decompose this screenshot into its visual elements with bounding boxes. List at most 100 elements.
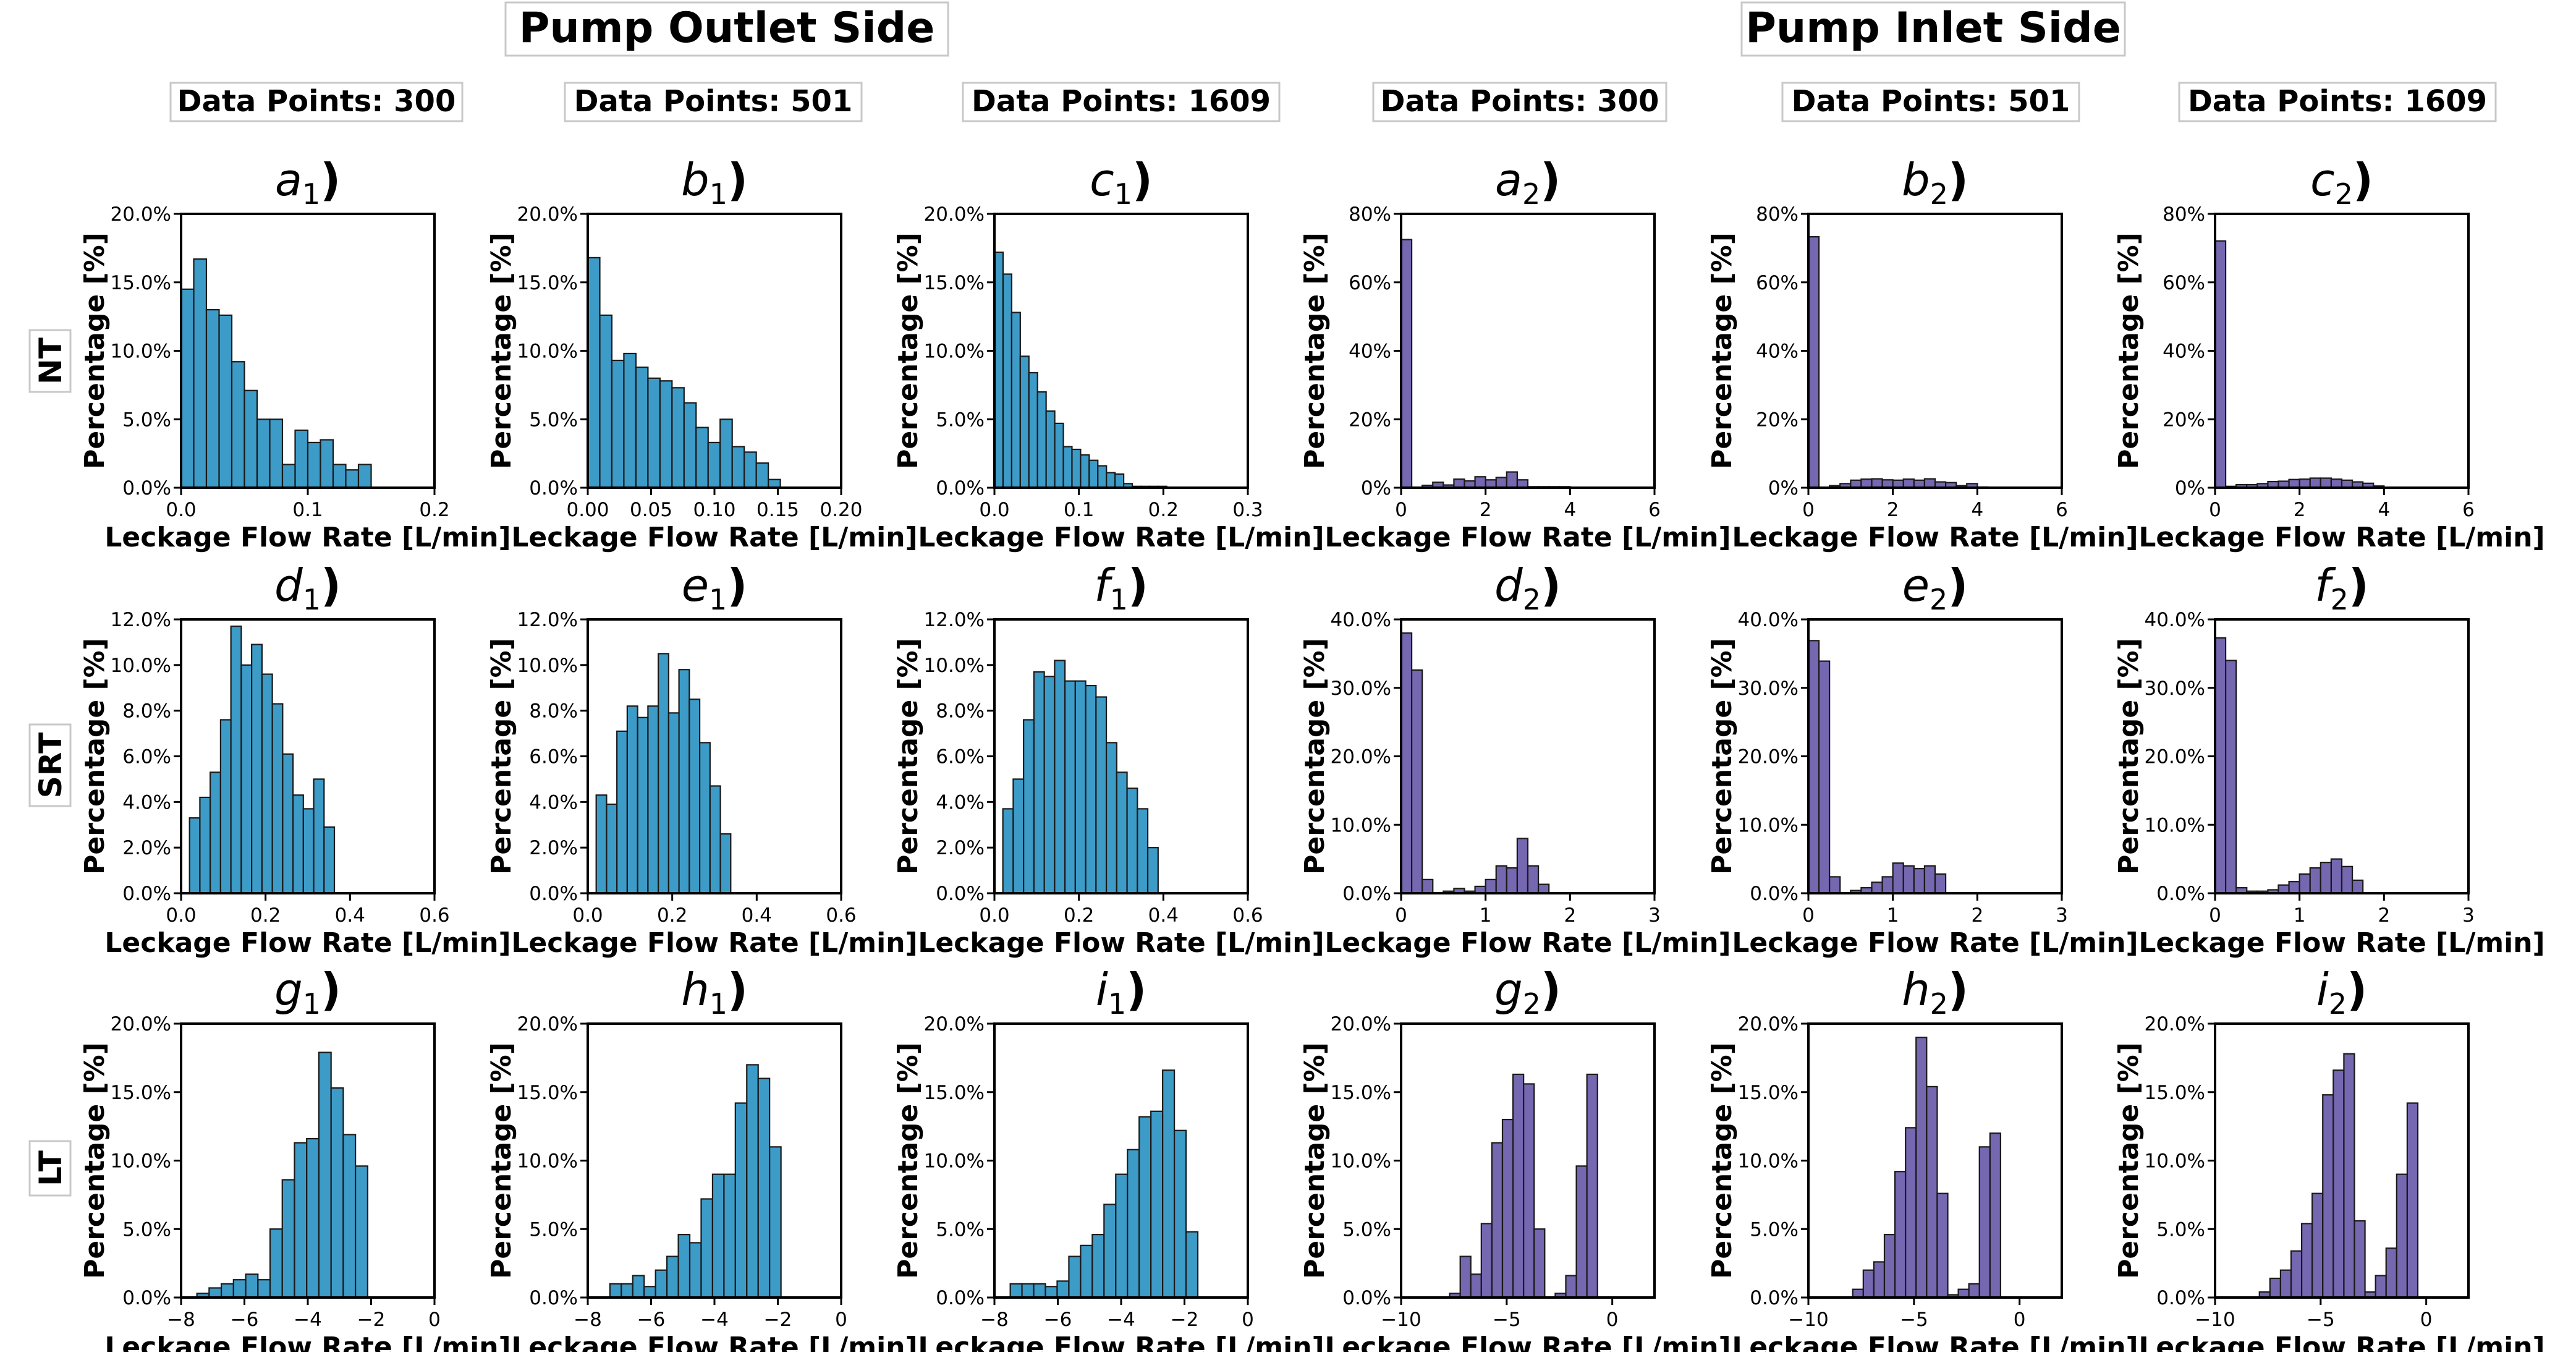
xtick-label-h2-1: −5 [1900, 1309, 1928, 1331]
bar-g1-9 [306, 1137, 320, 1299]
xtick-label-f1-2: 0.4 [1148, 904, 1179, 927]
bar-f2-13 [2351, 879, 2364, 894]
bar-e2-10 [1913, 868, 1926, 894]
ytick-label-c2-3: 60% [2163, 272, 2205, 294]
ytick-label-h1-4: 20.0% [517, 1013, 578, 1035]
xtick-label-d1-2: 0.4 [335, 904, 365, 927]
xtick-label-h2-0: −10 [1788, 1309, 1828, 1331]
bar-a1-9 [294, 429, 309, 489]
bar-f1-5 [1054, 660, 1066, 894]
bar-i1-9 [1115, 1173, 1129, 1299]
ytick-label-g2-1: 5.0% [1342, 1218, 1391, 1241]
column-header-1-text: Data Points: 300 [177, 84, 456, 119]
bar-f2-7 [2288, 881, 2300, 894]
bar-f2-0 [2214, 637, 2227, 894]
xtick-label-f2-1: 1 [2294, 904, 2306, 927]
xtick-label-e1-0: 0.0 [572, 904, 603, 927]
ytick-label-b1-2: 10.0% [517, 341, 578, 363]
xlabel-g1: Leckage Flow Rate [L/min] [104, 1332, 511, 1352]
xtick-label-a1-1: 0.1 [292, 499, 323, 521]
bar-e1-12 [719, 833, 732, 894]
panel-paren-f1: ) [1128, 559, 1148, 611]
bar-g2-6 [1512, 1073, 1525, 1299]
xtick-label-d2-1: 1 [1480, 904, 1492, 927]
xtick-label-b1-3: 0.15 [756, 499, 799, 521]
panel-letter-a2: a [1495, 154, 1522, 206]
ylabel-h2: Percentage [%] [1706, 1042, 1738, 1279]
column-header-6-text: Data Points: 1609 [2188, 84, 2487, 119]
xlabel-b2: Leckage Flow Rate [L/min] [1732, 522, 2138, 553]
xtick-label-e2-0: 0 [1802, 904, 1815, 927]
bar-g1-1 [208, 1287, 222, 1299]
ytick-label-d1-2: 4.0% [122, 791, 171, 813]
bar-e1-9 [688, 699, 701, 894]
panel-h1: h1) 0.0% 5.0% 10.0% 15.0% 20.0% −8 −6 −4 −2 0Lecka… [486, 964, 918, 1355]
ytick-label-g2-3: 15.0% [1331, 1082, 1391, 1104]
panel-title-i2: i2) [2316, 964, 2367, 1021]
bar-e1-2 [616, 730, 628, 894]
column-header-2-text: Data Points: 501 [574, 84, 853, 119]
panel-title-c1: c1) [1090, 154, 1153, 211]
panel-title-c2: c2) [2310, 154, 2373, 211]
xlabel-d1: Leckage Flow Rate [L/min] [104, 927, 511, 959]
ytick-label-d1-3: 6.0% [122, 746, 171, 768]
ytick-label-c1-4: 20.0% [924, 203, 985, 226]
xtick-label-c2-2: 4 [2378, 499, 2390, 521]
ytick-label-a1-1: 5.0% [122, 409, 171, 431]
panel-letter-e2: e [1902, 559, 1930, 611]
bar-d1-3 [219, 719, 232, 894]
xlabel-f1: Leckage Flow Rate [L/min] [918, 927, 1324, 959]
bar-c1-3 [1019, 355, 1030, 489]
xtick-label-a1-0: 0.0 [166, 499, 196, 521]
bar-b1-13 [744, 451, 757, 489]
xtick-label-f1-3: 0.6 [1232, 904, 1263, 927]
bar-d1-10 [292, 794, 304, 894]
xtick-label-b2-1: 2 [1887, 499, 1899, 521]
bar-h2-2 [1873, 1261, 1886, 1299]
panel-paren-i1: ) [1126, 964, 1146, 1016]
bar-e1-11 [709, 785, 721, 894]
bar-b2-0 [1807, 236, 1820, 489]
xlabel-h1: Leckage Flow Rate [L/min] [511, 1332, 917, 1352]
bar-a2-7 [1474, 476, 1486, 489]
bar-g2-1 [1459, 1255, 1472, 1299]
bar-f1-6 [1064, 680, 1076, 894]
ytick-label-g1-4: 20.0% [111, 1013, 171, 1035]
panel-c1: c1) 0.0% 5.0% 10.0% 15.0% 20.0% 0.0 0.1 0.2 0.3Le… [892, 154, 1324, 553]
xlabel-e2: Leckage Flow Rate [L/min] [1732, 927, 2138, 959]
bar-f1-8 [1085, 684, 1097, 894]
panel-subscript-h1: 1 [710, 987, 727, 1021]
ytick-label-i1-4: 20.0% [924, 1013, 985, 1035]
ytick-label-i1-2: 10.0% [924, 1150, 985, 1173]
xtick-label-g1-1: −6 [231, 1309, 259, 1331]
ytick-label-e2-4: 40.0% [1738, 609, 1799, 631]
ytick-label-h1-3: 15.0% [517, 1082, 578, 1104]
ytick-label-f1-4: 8.0% [936, 700, 985, 723]
ylabel-g2: Percentage [%] [1299, 1042, 1331, 1279]
ytick-label-g1-0: 0.0% [122, 1287, 171, 1309]
bar-d2-1 [1410, 669, 1423, 894]
xtick-label-g2-1: −5 [1493, 1309, 1521, 1331]
xlabel-c2: Leckage Flow Rate [L/min] [2138, 522, 2544, 553]
bar-i2-4 [2300, 1223, 2313, 1299]
bar-a1-13 [345, 469, 360, 489]
ytick-label-a1-3: 15.0% [111, 272, 171, 294]
bar-f1-3 [1033, 671, 1045, 894]
ytick-label-i1-1: 5.0% [936, 1218, 985, 1241]
ytick-label-e1-1: 2.0% [529, 837, 578, 859]
panel-letter-c2: c [2310, 154, 2335, 206]
bar-c2-9 [2309, 477, 2321, 489]
ytick-label-f2-3: 30.0% [2145, 678, 2205, 700]
bar-g1-8 [294, 1142, 308, 1299]
bar-c1-11 [1088, 459, 1099, 489]
bar-f1-7 [1074, 680, 1087, 894]
xtick-label-f2-2: 2 [2378, 904, 2390, 927]
bar-i1-14 [1173, 1129, 1187, 1299]
bar-h2-8 [1936, 1192, 1949, 1299]
column-header-5-text: Data Points: 501 [1792, 84, 2070, 119]
panel-letter-a1: a [275, 154, 302, 206]
xtick-label-c1-1: 0.1 [1064, 499, 1094, 521]
